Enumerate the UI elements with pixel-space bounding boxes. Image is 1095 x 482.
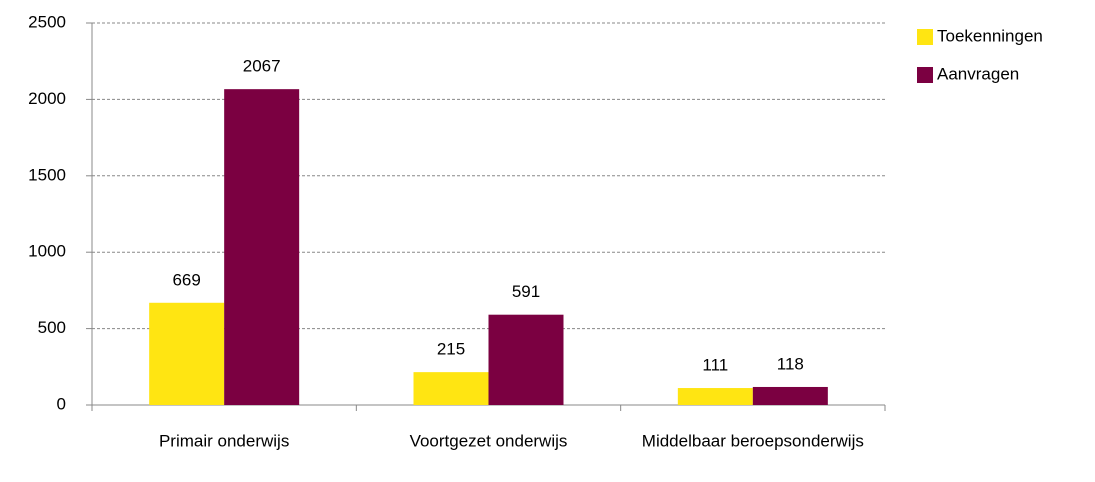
y-tick-label: 1500 [28, 165, 66, 184]
x-tick-label: Primair onderwijs [159, 431, 289, 450]
legend-swatch [917, 29, 933, 45]
x-tick-label: Middelbaar beroepsonderwijs [642, 431, 864, 450]
y-tick-label: 1000 [28, 242, 66, 261]
data-label: 2067 [243, 57, 281, 76]
bar [488, 314, 564, 405]
bar [149, 302, 225, 405]
bar [224, 89, 300, 405]
data-label: 215 [437, 340, 465, 359]
y-tick-label: 2000 [28, 89, 66, 108]
y-tick-label: 500 [38, 318, 66, 337]
bar [752, 386, 828, 405]
data-label: 669 [172, 270, 200, 289]
legend-swatch [917, 67, 933, 83]
y-tick-label: 2500 [28, 12, 66, 31]
data-label: 111 [702, 356, 728, 375]
legend-label: Toekenningen [937, 26, 1043, 45]
bar [413, 372, 489, 405]
data-label: 591 [512, 282, 540, 301]
x-tick-label: Voortgezet onderwijs [410, 431, 568, 450]
y-tick-label: 0 [57, 394, 66, 413]
legend-label: Aanvragen [937, 64, 1019, 83]
data-label: 118 [777, 354, 804, 373]
bar [677, 388, 753, 405]
